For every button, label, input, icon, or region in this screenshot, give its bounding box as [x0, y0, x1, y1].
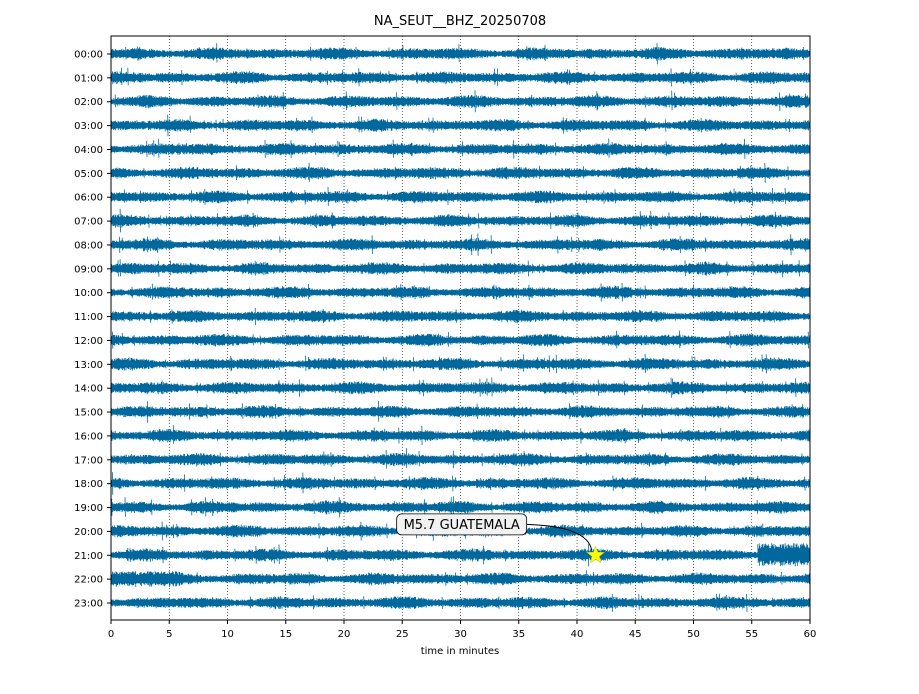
seismic-trace	[110, 307, 811, 326]
x-tick-label: 15	[279, 629, 292, 640]
chart-title: NA_SEUT__BHZ_20250708	[374, 14, 546, 29]
y-tick-label: 09:00	[74, 264, 103, 275]
y-tick-label: 22:00	[74, 575, 103, 586]
y-tick-label: 16:00	[74, 431, 103, 442]
x-tick-label: 50	[687, 629, 700, 640]
event-label: M5.7 GUATEMALA	[404, 518, 520, 533]
event-annotation: M5.7 GUATEMALA	[396, 513, 606, 564]
y-tick-label: 14:00	[74, 384, 103, 395]
x-tick-label: 5	[166, 629, 172, 640]
y-tick-label: 15:00	[74, 408, 103, 419]
y-tick-label: 17:00	[74, 455, 103, 466]
seismic-trace	[110, 67, 811, 87]
event-label-box	[396, 513, 528, 536]
seismic-trace	[110, 425, 811, 446]
y-tick-label: 21:00	[74, 551, 103, 562]
y-tick-label: 05:00	[74, 169, 103, 180]
y-tick-label: 11:00	[74, 312, 103, 323]
y-tick-label: 20:00	[74, 527, 103, 538]
y-tick-label: 10:00	[74, 288, 103, 299]
x-tick-label: 45	[629, 629, 642, 640]
y-tick-label: 12:00	[74, 336, 103, 347]
x-tick-label: 60	[804, 629, 817, 640]
x-tick-label: 30	[454, 629, 467, 640]
x-axis: 0 5 10 15 20 25 30 35 40 45 50 55 60	[108, 620, 817, 640]
y-tick-label: 18:00	[74, 479, 103, 490]
seismic-trace	[110, 43, 811, 65]
x-axis-label: time in minutes	[421, 646, 500, 657]
y-tick-label: 19:00	[74, 503, 103, 514]
seismic-trace	[110, 377, 811, 398]
y-tick-label: 03:00	[74, 121, 103, 132]
seismic-trace	[110, 472, 811, 495]
x-tick-label: 0	[108, 629, 114, 640]
y-tick-label: 04:00	[74, 145, 103, 156]
event-arrow	[526, 523, 593, 551]
seismic-trace	[110, 570, 811, 588]
x-tick-label: 10	[221, 629, 234, 640]
seismic-trace	[110, 401, 811, 423]
y-tick-label: 13:00	[74, 360, 103, 371]
y-tick-label: 02:00	[74, 97, 103, 108]
x-tick-label: 35	[512, 629, 525, 640]
y-tick-label: 23:00	[74, 599, 103, 610]
seismic-trace	[110, 353, 811, 374]
x-tick-label: 55	[745, 629, 758, 640]
y-axis: 00:00 01:00 02:00 03:00 04:00 05:00 06:00 07:00…	[74, 50, 111, 610]
x-tick-label: 20	[338, 629, 351, 640]
y-tick-label: 07:00	[74, 217, 103, 228]
trace-group	[110, 43, 811, 613]
seismic-trace	[110, 114, 811, 137]
event-star-marker	[586, 545, 606, 564]
y-tick-label: 00:00	[74, 50, 103, 61]
y-tick-label: 08:00	[74, 240, 103, 251]
y-tick-label: 01:00	[74, 73, 103, 84]
x-tick-label: 40	[571, 629, 584, 640]
x-tick-label: 25	[396, 629, 409, 640]
y-tick-label: 06:00	[74, 193, 103, 204]
